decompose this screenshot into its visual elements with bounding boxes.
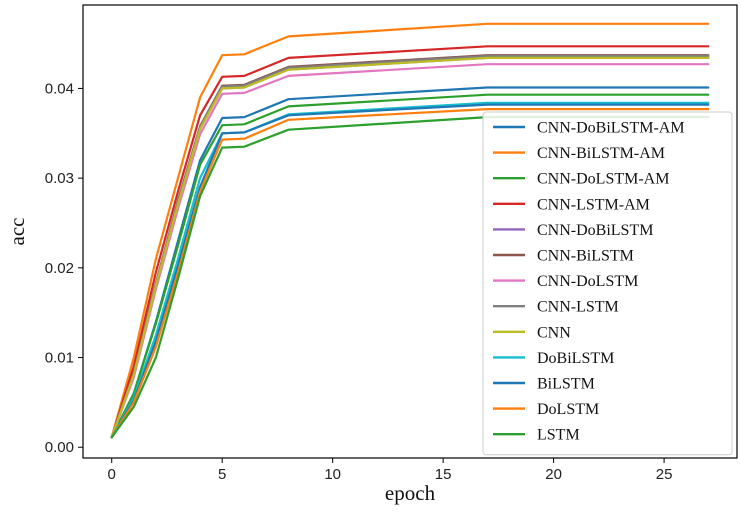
y-tick-label: 0.03 [45,170,74,187]
legend-entry-lstm: LSTM [537,427,580,444]
series-line-cnn-dolstm-am [110,93,710,439]
y-axis-ticks: 0.00 0.01 0.02 0.03 0.04 [45,80,83,456]
legend-entry-cnn-bilstm: CNN-BiLSTM [537,248,634,265]
series-line-cnn-bilstm-am [110,22,710,439]
legend-entry-cnn-lstm-am: CNN-LSTM-AM [537,196,650,213]
x-axis-ticks: 0 5 10 15 20 25 [108,458,673,483]
y-tick-label: 0.04 [45,80,74,97]
x-tick-label: 15 [435,466,452,483]
legend-entry-dolstm: DoLSTM [537,401,599,418]
legend: CNN-DoBiLSTM-AM CNN-BiLSTM-AM CNN-DoLSTM-A… [482,111,733,456]
x-tick-label: 25 [656,466,673,483]
plot-frame [82,4,738,459]
y-tick-label: 0.01 [45,350,74,367]
legend-entry-cnn-bilstm-am: CNN-BiLSTM-AM [537,145,665,162]
legend-entry-dobilstm: DoBiLSTM [537,350,614,367]
legend-entry-bilstm: BiLSTM [537,376,595,393]
x-tick-label: 5 [218,466,226,483]
legend-entry-cnn: CNN [537,324,571,341]
y-tick-label: 0.00 [45,439,74,456]
legend-box [482,111,733,456]
y-axis-label: acc [5,218,29,246]
x-tick-label: 20 [545,466,562,483]
series-line-cnn-lstm-am [110,45,710,439]
x-tick-label: 0 [108,466,116,483]
series-line-dobilstm [110,101,710,439]
legend-entry-cnn-lstm: CNN-LSTM [537,299,619,316]
x-tick-label: 10 [324,466,341,483]
legend-entry-cnn-dolstm-am: CNN-DoLSTM-AM [537,171,669,188]
x-axis-label: epoch [385,481,436,505]
series-line-lstm [110,115,710,439]
legend-entry-cnn-dobilstm-am: CNN-DoBiLSTM-AM [537,120,685,137]
legend-entry-cnn-dobilstm: CNN-DoBiLSTM [537,222,653,239]
series-layer [110,22,710,439]
series-line-cnn [110,56,710,439]
y-tick-label: 0.02 [45,260,74,277]
series-line-bilstm [110,103,710,439]
series-line-dolstm [110,107,710,439]
legend-entry-cnn-dolstm: CNN-DoLSTM [537,273,638,290]
